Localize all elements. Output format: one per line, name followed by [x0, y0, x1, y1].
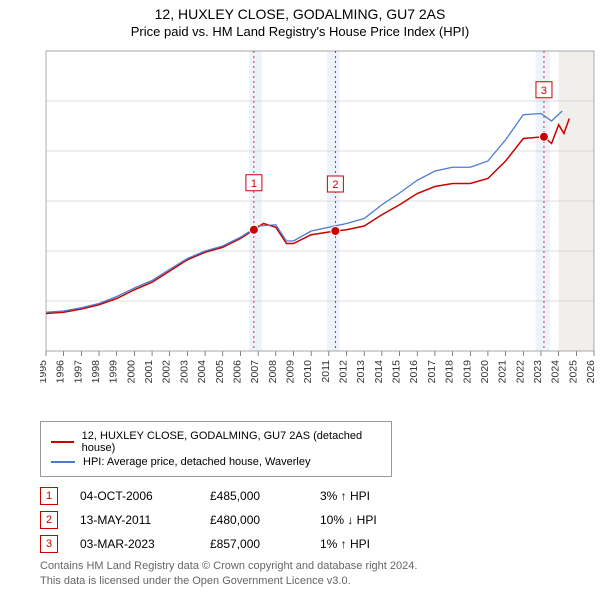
- transaction-price: £480,000: [210, 513, 320, 527]
- page-title: 12, HUXLEY CLOSE, GODALMING, GU7 2AS: [0, 0, 600, 22]
- legend-row: 12, HUXLEY CLOSE, GODALMING, GU7 2AS (de…: [51, 430, 381, 454]
- legend-label: 12, HUXLEY CLOSE, GODALMING, GU7 2AS (de…: [82, 430, 381, 454]
- svg-text:2006: 2006: [231, 360, 243, 384]
- svg-text:2015: 2015: [391, 360, 403, 384]
- transaction-date: 04-OCT-2006: [80, 489, 210, 503]
- footer-line-2: This data is licensed under the Open Gov…: [40, 574, 600, 589]
- transaction-delta: 10% ↓ HPI: [320, 513, 377, 527]
- svg-text:2024: 2024: [550, 360, 562, 384]
- svg-text:2013: 2013: [355, 360, 367, 384]
- transaction-badge: 3: [40, 535, 58, 553]
- legend-swatch: [51, 461, 75, 463]
- transaction-badge: 1: [40, 487, 58, 505]
- svg-text:2016: 2016: [408, 360, 420, 384]
- footer-text: Contains HM Land Registry data © Crown c…: [40, 559, 600, 596]
- transaction-row: 2 13-MAY-2011£480,00010% ↓ HPI: [40, 511, 600, 529]
- svg-text:2026: 2026: [585, 360, 597, 384]
- svg-text:2000: 2000: [125, 360, 137, 384]
- svg-text:2004: 2004: [196, 360, 208, 384]
- svg-text:2001: 2001: [143, 360, 155, 384]
- svg-text:2005: 2005: [214, 360, 226, 384]
- transaction-delta: 3% ↑ HPI: [320, 489, 370, 503]
- svg-text:2002: 2002: [161, 360, 173, 384]
- legend-swatch: [51, 441, 74, 443]
- svg-text:2023: 2023: [532, 360, 544, 384]
- svg-text:2012: 2012: [338, 360, 350, 384]
- svg-text:2: 2: [332, 179, 338, 191]
- svg-text:2019: 2019: [461, 360, 473, 384]
- price-chart: £0£200K£400K£600K£800K£1M£1.2M1995199619…: [40, 45, 600, 385]
- transactions-table: 1 04-OCT-2006£485,0003% ↑ HPI 2 13-MAY-2011…: [40, 487, 600, 553]
- transaction-row: 1 04-OCT-2006£485,0003% ↑ HPI: [40, 487, 600, 505]
- svg-text:1999: 1999: [108, 360, 120, 384]
- transaction-row: 3 03-MAR-2023£857,0001% ↑ HPI: [40, 535, 600, 553]
- transaction-date: 13-MAY-2011: [80, 513, 210, 527]
- svg-text:3: 3: [541, 85, 547, 97]
- svg-text:1995: 1995: [40, 360, 49, 384]
- svg-text:2007: 2007: [249, 360, 261, 384]
- svg-text:2009: 2009: [284, 360, 296, 384]
- footer-line-1: Contains HM Land Registry data © Crown c…: [40, 559, 600, 574]
- svg-text:2011: 2011: [320, 360, 332, 383]
- svg-text:1: 1: [251, 178, 257, 190]
- svg-text:2018: 2018: [444, 360, 456, 384]
- svg-text:1998: 1998: [90, 360, 102, 384]
- page-subtitle: Price paid vs. HM Land Registry's House …: [0, 22, 600, 45]
- transaction-badge: 2: [40, 511, 58, 529]
- svg-text:2022: 2022: [514, 360, 526, 384]
- svg-text:2017: 2017: [426, 360, 438, 384]
- svg-text:1996: 1996: [55, 360, 67, 384]
- svg-text:1997: 1997: [72, 360, 84, 384]
- legend-row: HPI: Average price, detached house, Wave…: [51, 456, 381, 468]
- transaction-price: £857,000: [210, 537, 320, 551]
- svg-text:2021: 2021: [497, 360, 509, 384]
- svg-text:2008: 2008: [267, 360, 279, 384]
- legend: 12, HUXLEY CLOSE, GODALMING, GU7 2AS (de…: [40, 421, 392, 477]
- legend-label: HPI: Average price, detached house, Wave…: [83, 456, 310, 468]
- svg-text:2020: 2020: [479, 360, 491, 384]
- svg-text:2025: 2025: [567, 360, 579, 384]
- svg-text:2003: 2003: [178, 360, 190, 384]
- svg-text:2014: 2014: [373, 360, 385, 384]
- transaction-price: £485,000: [210, 489, 320, 503]
- svg-text:2010: 2010: [302, 360, 314, 384]
- transaction-date: 03-MAR-2023: [80, 537, 210, 551]
- transaction-delta: 1% ↑ HPI: [320, 537, 370, 551]
